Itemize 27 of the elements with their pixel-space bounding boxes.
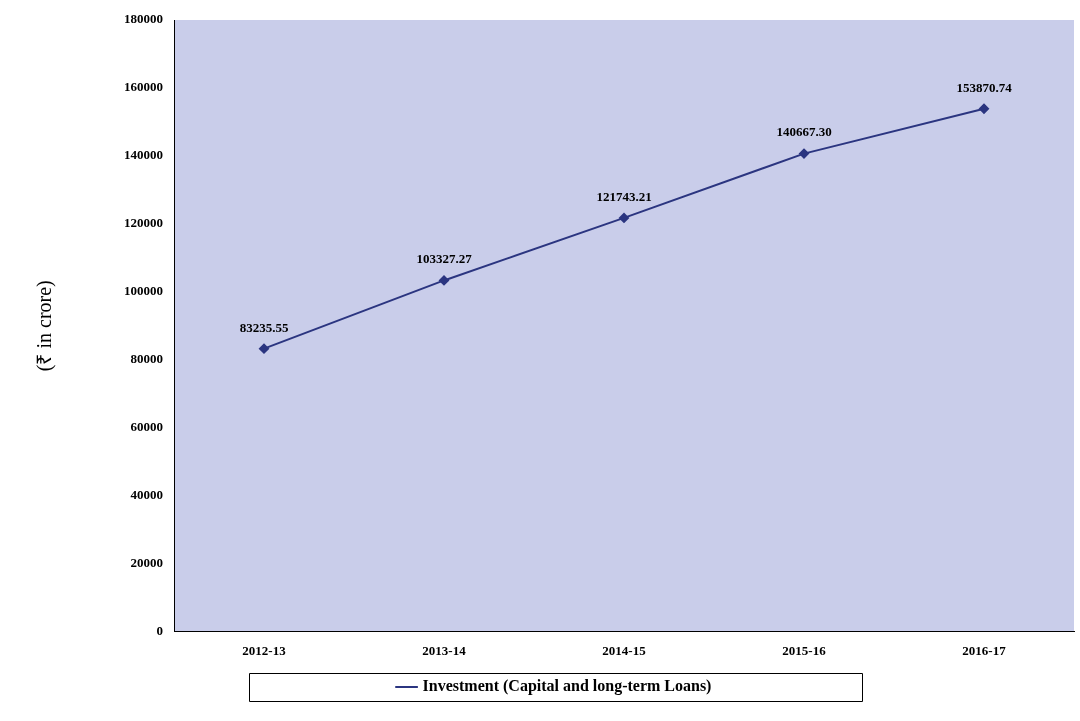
y-tick-label: 120000	[124, 215, 163, 231]
x-tick-label: 2016-17	[962, 642, 1007, 658]
point	[259, 343, 269, 354]
y-tick-label: 180000	[124, 11, 163, 27]
x-tick-label: 2015-16	[782, 642, 827, 658]
x-tick-label: 2012-13	[242, 642, 287, 658]
y-tick-label: 80000	[130, 351, 163, 367]
point	[799, 148, 809, 159]
x-tick-label: 2014-15	[602, 642, 647, 658]
point	[439, 275, 449, 286]
y-tick-label: 20000	[130, 554, 163, 570]
data-label: 83235.55	[239, 319, 289, 335]
y-tick-label: 160000	[124, 79, 163, 95]
data-label: 121743.21	[596, 188, 652, 204]
data-label: 153870.74	[956, 79, 1013, 95]
data-label: 103327.27	[416, 251, 473, 267]
y-tick-label: 0	[156, 622, 163, 638]
y-tick-label: 100000	[124, 283, 163, 299]
legend-label: Investment (Capital and long-term Loans)	[422, 677, 712, 696]
x-tick-label: 2013-14	[422, 642, 467, 658]
y-tick-label: 40000	[130, 486, 163, 502]
y-axis-title: (₹ in crore)	[33, 280, 57, 372]
data-label: 140667.30	[776, 124, 832, 140]
y-tick-label: 140000	[124, 147, 163, 163]
point	[619, 212, 629, 223]
point	[979, 103, 989, 114]
y-tick-label: 60000	[130, 418, 163, 434]
